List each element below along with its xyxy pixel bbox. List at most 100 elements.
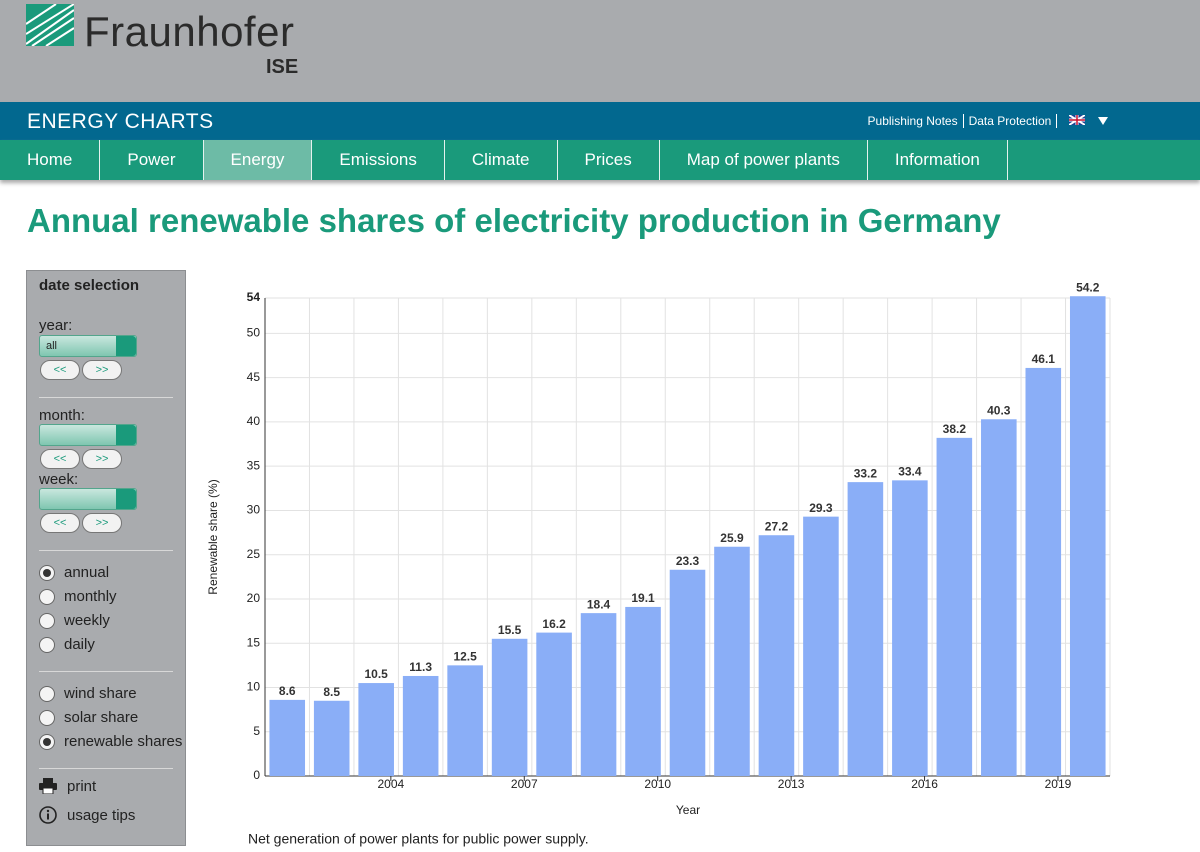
nav-item[interactable]: Information bbox=[868, 140, 1008, 180]
x-tick-label: 2019 bbox=[1045, 777, 1072, 791]
bar bbox=[491, 638, 528, 776]
y-tick-label: 15 bbox=[247, 635, 261, 649]
separator bbox=[39, 768, 173, 769]
value-label: 54.2 bbox=[1076, 280, 1100, 294]
y-tick-label: 25 bbox=[247, 547, 261, 561]
radio[interactable] bbox=[39, 686, 55, 702]
value-label: 38.2 bbox=[943, 422, 967, 436]
flag[interactable] bbox=[1068, 114, 1086, 126]
separator bbox=[39, 397, 173, 398]
link[interactable]: Data Protection bbox=[963, 114, 1058, 128]
radio[interactable] bbox=[39, 613, 55, 629]
bar bbox=[936, 437, 973, 776]
bar bbox=[269, 699, 306, 776]
site-name[interactable]: ENERGY CHARTS bbox=[27, 110, 214, 133]
bar bbox=[625, 606, 661, 776]
nav-item[interactable]: Energy bbox=[203, 140, 313, 180]
bar bbox=[358, 683, 394, 776]
nav-item[interactable]: Power bbox=[100, 140, 204, 180]
bar bbox=[1069, 296, 1106, 776]
radio[interactable] bbox=[39, 565, 55, 581]
radio-label[interactable]: annual bbox=[64, 564, 110, 581]
bar bbox=[536, 632, 572, 776]
value-label: 40.3 bbox=[987, 403, 1011, 417]
value-label: 33.2 bbox=[854, 466, 878, 480]
value-label: 25.9 bbox=[720, 531, 744, 545]
radio-label[interactable]: weekly bbox=[64, 612, 110, 629]
dropdown-arrow[interactable] bbox=[1098, 117, 1108, 125]
link[interactable]: Publishing Notes bbox=[862, 114, 964, 128]
bar bbox=[580, 613, 617, 776]
y-tick-label: 40 bbox=[247, 414, 261, 428]
bar bbox=[669, 569, 706, 776]
nav-item[interactable]: Climate bbox=[445, 140, 558, 180]
sidebar: date selection year: all << >> month: <<… bbox=[26, 270, 186, 846]
next-button[interactable]: >> bbox=[82, 513, 122, 533]
prev-button[interactable]: << bbox=[40, 449, 80, 469]
nav-item[interactable]: Home bbox=[0, 140, 101, 180]
info-icon[interactable] bbox=[39, 806, 57, 824]
next-button[interactable]: >> bbox=[82, 360, 122, 380]
week-select[interactable] bbox=[39, 488, 137, 510]
y-tick-label: 20 bbox=[247, 591, 261, 605]
value-label: 23.3 bbox=[676, 554, 700, 568]
print-link[interactable]: print bbox=[67, 778, 97, 795]
value-label: 19.1 bbox=[631, 591, 655, 605]
sidebar-heading: date selection bbox=[39, 277, 140, 294]
radio[interactable] bbox=[39, 589, 55, 605]
y-axis-title: Renewable share (%) bbox=[206, 479, 220, 594]
bar bbox=[402, 675, 439, 776]
next-button[interactable]: >> bbox=[82, 449, 122, 469]
value-label: 8.5 bbox=[323, 685, 340, 699]
x-tick-label: 2010 bbox=[644, 777, 671, 791]
value-label: 10.5 bbox=[365, 667, 389, 681]
print-icon[interactable] bbox=[39, 778, 57, 794]
prev-button[interactable]: << bbox=[40, 360, 80, 380]
y-tick-label: 45 bbox=[247, 370, 261, 384]
radio-label[interactable]: monthly bbox=[64, 588, 117, 605]
radio[interactable] bbox=[39, 637, 55, 653]
nav-item[interactable]: Emissions bbox=[312, 140, 445, 180]
value-label: 29.3 bbox=[809, 501, 833, 515]
header-links: Publishing Notes Data Protection bbox=[862, 114, 1108, 128]
y-tick-label: 50 bbox=[247, 326, 261, 340]
logo: Fraunhofer bbox=[84, 8, 295, 55]
x-tick-label: 2016 bbox=[911, 777, 938, 791]
y-tick-label: 5 bbox=[253, 724, 260, 738]
x-tick-label: 2004 bbox=[378, 777, 405, 791]
label: week: bbox=[39, 471, 79, 488]
chart: Renewable share (%) Year Net generation … bbox=[206, 280, 1111, 847]
x-tick-label: 2007 bbox=[511, 777, 538, 791]
nav-item[interactable]: Map of power plants bbox=[660, 140, 868, 180]
prev-button[interactable]: << bbox=[40, 513, 80, 533]
y-tick-label: 35 bbox=[247, 458, 261, 472]
x-tick-label: 2013 bbox=[778, 777, 805, 791]
value-label: 33.4 bbox=[898, 465, 922, 479]
label: year: bbox=[39, 317, 73, 334]
year-select[interactable]: all bbox=[39, 335, 137, 357]
radio-label[interactable]: daily bbox=[64, 636, 95, 653]
value-label: 18.4 bbox=[587, 597, 611, 611]
logo-mark bbox=[26, 4, 74, 46]
radio-label[interactable]: solar share bbox=[64, 709, 139, 726]
x-axis-title: Year bbox=[676, 803, 700, 817]
radio-label[interactable]: renewable shares bbox=[64, 733, 183, 750]
radio[interactable] bbox=[39, 710, 55, 726]
tips-link[interactable]: usage tips bbox=[67, 807, 136, 824]
y-tick-label: 30 bbox=[247, 503, 261, 517]
radio[interactable] bbox=[39, 734, 55, 750]
y-tick-label: 0 bbox=[253, 768, 260, 782]
bar bbox=[447, 665, 483, 776]
value-label: 12.5 bbox=[453, 650, 477, 664]
radio-label[interactable]: wind share bbox=[64, 685, 137, 702]
site-bar bbox=[0, 102, 1200, 140]
bar bbox=[313, 700, 350, 776]
bar bbox=[803, 516, 839, 776]
value-label: 16.2 bbox=[542, 617, 566, 631]
value-label: 15.5 bbox=[498, 623, 522, 637]
bar bbox=[714, 546, 750, 776]
nav-item[interactable]: Prices bbox=[558, 140, 660, 180]
month-select[interactable] bbox=[39, 424, 137, 446]
logo-sub: ISE bbox=[266, 56, 299, 78]
bar bbox=[981, 419, 1017, 776]
